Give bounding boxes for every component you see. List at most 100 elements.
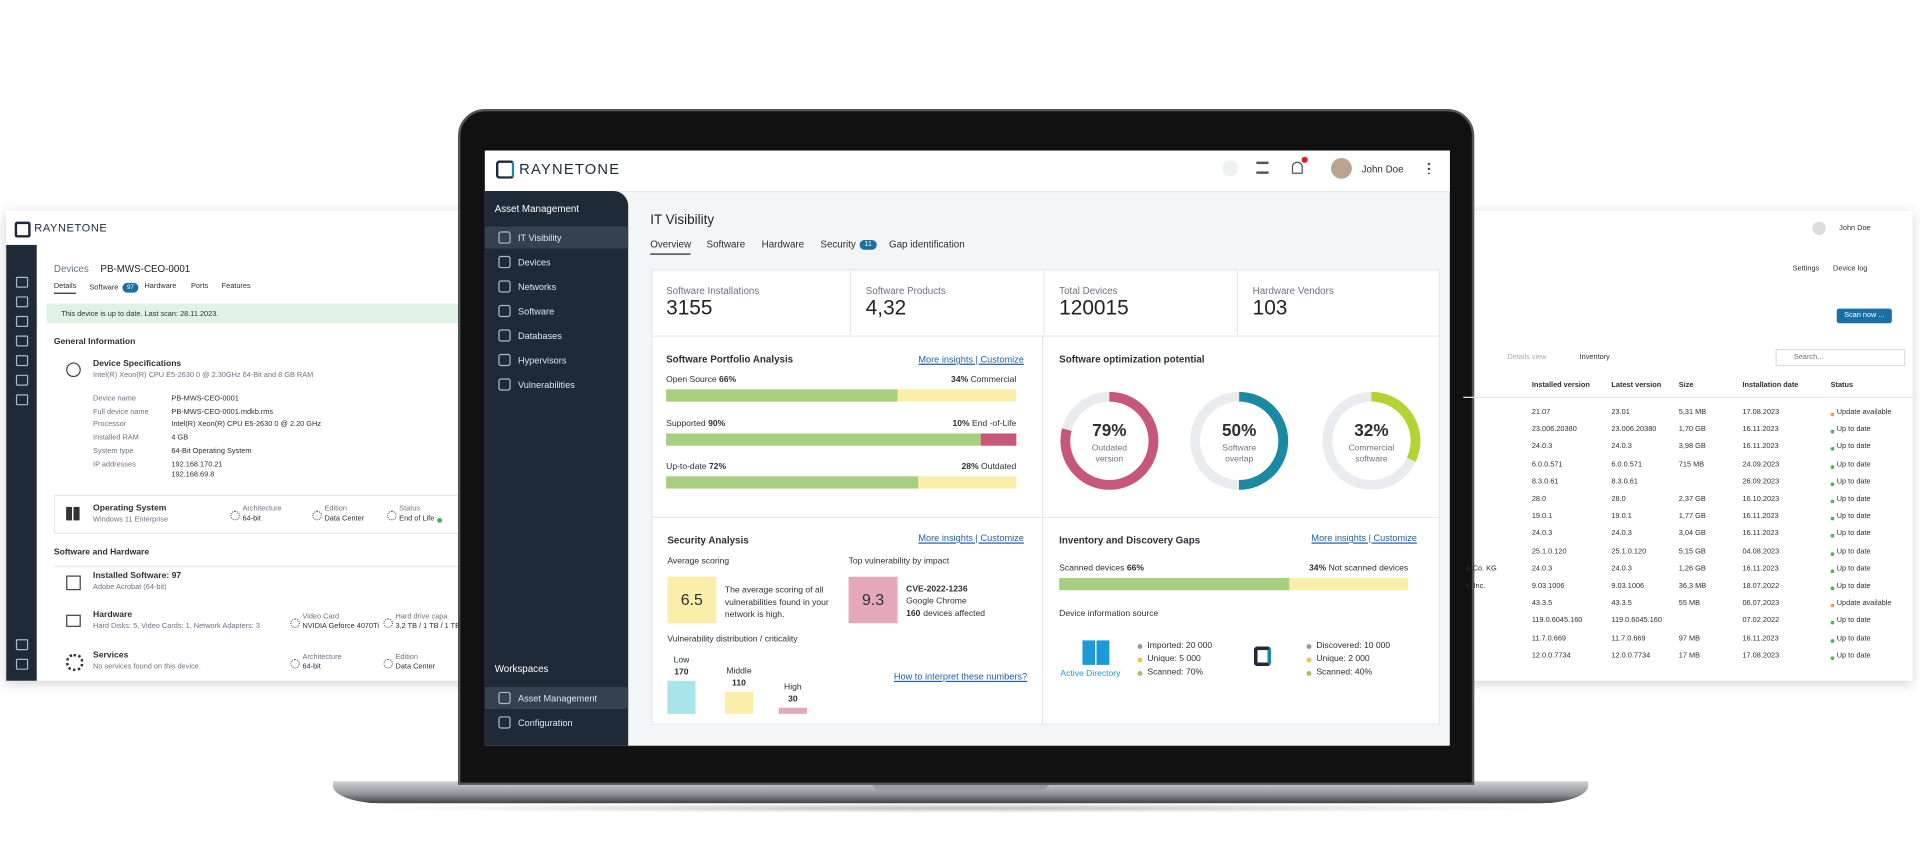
dist-bar bbox=[778, 707, 807, 714]
hw-sub: Hard Disks: 5, Video Cards: 1, Network A… bbox=[93, 623, 260, 631]
tab[interactable]: Software bbox=[706, 238, 746, 250]
status-dot bbox=[1830, 464, 1835, 469]
nav-item[interactable]: Hypervisors bbox=[485, 349, 628, 371]
nav-icon bbox=[498, 691, 511, 705]
tab[interactable]: Overview bbox=[650, 239, 692, 255]
table-cell: 43.3.5 bbox=[1531, 600, 1553, 608]
nav-item[interactable]: Asset Management bbox=[484, 686, 629, 709]
help-link[interactable]: How to interpret these numbers? bbox=[893, 671, 1028, 683]
dot bbox=[1137, 671, 1143, 676]
tab[interactable]: Software 97 bbox=[89, 282, 139, 293]
status-dot bbox=[1830, 447, 1835, 452]
settings[interactable]: Settings bbox=[1792, 265, 1820, 274]
card-links[interactable]: More insights | Customize bbox=[1311, 532, 1417, 544]
card-links[interactable]: More insights | Customize bbox=[918, 532, 1024, 544]
nav-item[interactable]: Configuration bbox=[485, 711, 628, 733]
nav-item[interactable]: Networks bbox=[485, 276, 628, 298]
tab-badge: 97 bbox=[122, 282, 139, 293]
prop-value: Data Center bbox=[324, 515, 365, 523]
table-cell: Up to date bbox=[1836, 652, 1871, 660]
table-header: Installed version bbox=[1531, 382, 1590, 390]
table-cell: 36,3 MB bbox=[1678, 582, 1707, 591]
source-stat: Unique: 2 000 bbox=[1316, 655, 1370, 664]
prop-icon bbox=[312, 510, 323, 521]
search[interactable]: Search... bbox=[1775, 348, 1906, 367]
spec-label: Full device name bbox=[93, 408, 149, 416]
cve: CVE-2022-1236 bbox=[906, 585, 968, 594]
nav-item[interactable]: IT Visibility bbox=[484, 226, 629, 249]
nav-label: Asset Management bbox=[517, 693, 598, 705]
tab[interactable]: Ports bbox=[191, 282, 209, 291]
table-cell: 8.3.0.61 bbox=[1531, 478, 1559, 486]
bar-segment bbox=[1059, 577, 1290, 591]
dot bbox=[1306, 657, 1312, 663]
devices: 160 bbox=[906, 609, 921, 619]
rail-icon bbox=[15, 335, 29, 347]
kpi-card bbox=[651, 269, 1441, 337]
top-score: 9.3 bbox=[848, 576, 898, 624]
dist-label: Middle bbox=[726, 667, 752, 677]
prop-value: NVIDIA Geforce 4070Ti bbox=[302, 623, 379, 631]
bar-segment bbox=[666, 476, 919, 489]
table-cell: 23.006.20380 bbox=[1611, 426, 1657, 434]
nav-item[interactable]: Software bbox=[485, 300, 628, 322]
prop-label: Edition bbox=[324, 505, 347, 514]
banner-bg bbox=[46, 303, 472, 324]
list-button[interactable] bbox=[1256, 161, 1269, 174]
avatar[interactable] bbox=[1331, 157, 1352, 179]
inventory[interactable]: Inventory bbox=[1579, 353, 1610, 362]
scan-button[interactable]: Scan now ... bbox=[1836, 308, 1892, 324]
spec-value: 64-Bit Operating System bbox=[171, 447, 252, 456]
table-cell: 6.0.0.571 bbox=[1531, 461, 1563, 469]
tab[interactable]: Hardware bbox=[144, 282, 177, 291]
tab[interactable]: Details bbox=[53, 283, 77, 294]
scanned-label: Scanned devices bbox=[1059, 564, 1125, 574]
source-stat: Discovered: 10 000 bbox=[1316, 641, 1391, 651]
spec-value: PB-MWS-CEO-0001.mdkb.rms bbox=[171, 408, 274, 416]
status-dot bbox=[1830, 412, 1835, 417]
nav-item[interactable]: Vulnerabilities bbox=[485, 373, 628, 395]
rail-icon bbox=[15, 658, 29, 670]
table-cell: 16.11.2023 bbox=[1742, 513, 1779, 521]
raynet-icon bbox=[1253, 646, 1272, 667]
nav-label: Networks bbox=[517, 281, 557, 293]
menu-button[interactable] bbox=[1427, 161, 1431, 174]
table-cell: 715 MB bbox=[1678, 461, 1705, 469]
device-log[interactable]: Device log bbox=[1833, 265, 1868, 274]
table-cell: 16.11.2023 bbox=[1742, 530, 1779, 539]
bell-button[interactable] bbox=[1291, 161, 1303, 174]
table-cell: 16.11.2023 bbox=[1742, 426, 1779, 434]
table-cell: 3,04 GB bbox=[1678, 530, 1706, 539]
spec-label: Device name bbox=[93, 395, 136, 403]
card-links[interactable]: More insights | Customize bbox=[918, 353, 1024, 365]
nav-item[interactable]: Databases bbox=[485, 324, 628, 346]
not-scanned: 34% Not scanned devices bbox=[1309, 564, 1408, 573]
table-cell: 24.0.3 bbox=[1611, 565, 1632, 573]
prop-label: Video Card bbox=[302, 613, 340, 621]
status-dot bbox=[437, 517, 443, 523]
spec-value: 4 GB bbox=[171, 434, 189, 443]
dist-value: 110 bbox=[732, 680, 746, 689]
table-cell: 11.7.0.669 bbox=[1611, 635, 1646, 643]
breadcrumb[interactable]: Devices bbox=[53, 263, 89, 275]
label: Up-to-date bbox=[666, 462, 707, 472]
bulb-button[interactable] bbox=[1222, 160, 1238, 177]
tab[interactable]: Features bbox=[221, 282, 251, 291]
scanned: Scanned devices 66% bbox=[1059, 564, 1144, 573]
details-view[interactable]: Details view bbox=[1507, 353, 1547, 362]
tab[interactable]: Hardware bbox=[761, 238, 805, 250]
nav-item[interactable]: Devices bbox=[485, 251, 628, 273]
tab[interactable]: Security 11 bbox=[820, 239, 877, 250]
device-panel: RAYNETONE Devices PB-MWS-CEO-0001 This d… bbox=[6, 210, 472, 681]
bar-left-label: Up-to-date 72% bbox=[666, 463, 726, 472]
donuts bbox=[1060, 391, 1421, 490]
security-card bbox=[651, 516, 1045, 725]
avg-title: Average scoring bbox=[667, 557, 730, 566]
table-cell: 16.11.2023 bbox=[1742, 635, 1779, 643]
status-dot bbox=[1830, 569, 1835, 573]
pct: 90% bbox=[708, 419, 726, 428]
kpi-value: 3155 bbox=[666, 296, 713, 320]
user[interactable]: John Doe bbox=[1361, 164, 1404, 176]
tab[interactable]: Gap identification bbox=[888, 238, 965, 250]
card-title: Software optimization potential bbox=[1059, 353, 1205, 365]
